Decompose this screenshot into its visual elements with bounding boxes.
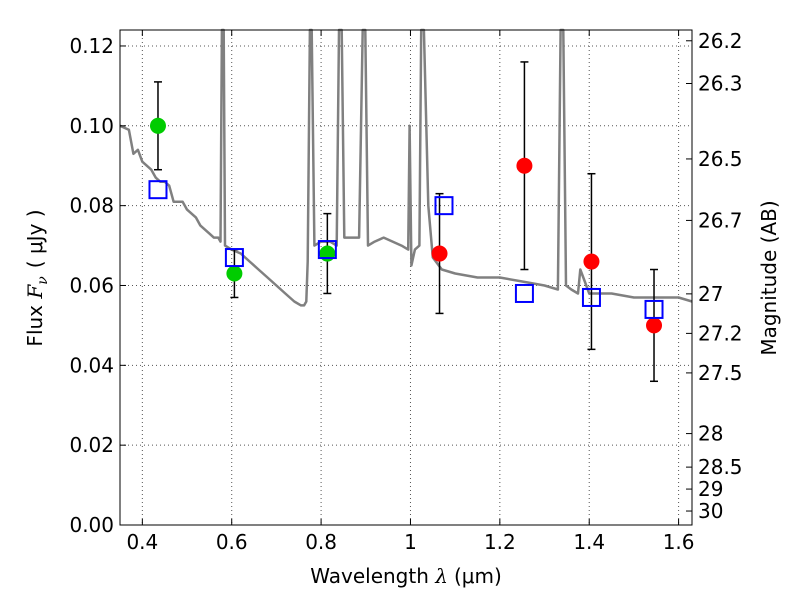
- x-tick-label: 0.8: [305, 530, 337, 554]
- data-markers: [148, 117, 664, 334]
- x-tick-label: 1.4: [573, 530, 605, 554]
- x-axis-label-unit: (μm): [454, 564, 502, 588]
- y-tick-label: 0.08: [69, 194, 114, 218]
- model-point-square: [581, 287, 601, 307]
- data-point-circle: [226, 265, 243, 282]
- plot-frame: [119, 29, 693, 526]
- y2-tick-label: 28: [698, 422, 723, 446]
- y2-tick-label: 27.5: [698, 361, 743, 385]
- grid-lines: [120, 30, 692, 526]
- model-point-square: [224, 248, 244, 268]
- y-axis-label: Flux Fν ( μJy ): [23, 209, 51, 346]
- model-point-square: [317, 240, 337, 260]
- x-axis-label-symbol: λ: [434, 564, 448, 588]
- y2-tick-label: 26.3: [698, 71, 743, 95]
- y2-tick-label: 28.5: [698, 455, 743, 479]
- data-point-circle: [149, 117, 166, 134]
- model-point-square: [434, 196, 454, 216]
- x-tick-label: 1: [404, 530, 417, 554]
- y2-tick-label: 27.2: [698, 321, 743, 345]
- y-axis-label-symbol: F: [23, 284, 47, 300]
- x-tick-label: 1.6: [663, 530, 695, 554]
- x-tick-label: 0.4: [126, 530, 158, 554]
- error-bars: [153, 61, 659, 383]
- model-point-square: [644, 299, 664, 319]
- y-axis-label-unit: ( μJy ): [23, 209, 47, 268]
- y-tick-label: 0.04: [69, 353, 114, 377]
- y2-axis-label: Magnitude (AB): [757, 200, 781, 355]
- y-axis-label-subscript: ν: [35, 276, 51, 285]
- model-spectrum: [119, 28, 693, 307]
- y-tick-label: 0.02: [69, 433, 114, 457]
- y-axis-label-prefix: Flux: [23, 299, 47, 347]
- model-spectrum-line: [119, 28, 693, 307]
- data-point-circle: [583, 253, 600, 270]
- y2-tick-label: 27: [698, 282, 723, 306]
- x-axis-label: Wavelength λ (μm): [310, 564, 502, 588]
- y2-tick-label: 29: [698, 477, 723, 501]
- model-point-square: [514, 283, 534, 303]
- model-point-square: [148, 180, 168, 200]
- y-tick-label: 0.00: [69, 513, 114, 537]
- y2-tick-label: 30: [698, 499, 723, 523]
- y-tick-label: 0.06: [69, 273, 114, 297]
- y2-tick-label: 26.5: [698, 147, 743, 171]
- data-point-circle: [431, 245, 448, 262]
- data-point-circle: [646, 317, 663, 334]
- x-tick-label: 1.2: [484, 530, 516, 554]
- data-point-circle: [516, 157, 533, 174]
- y-tick-label: 0.12: [69, 34, 114, 58]
- x-tick-label: 0.6: [216, 530, 248, 554]
- y-tick-label: 0.10: [69, 114, 114, 138]
- y2-tick-label: 26.2: [698, 29, 743, 53]
- x-axis-label-prefix: Wavelength: [310, 564, 435, 588]
- y2-tick-label: 26.7: [698, 208, 743, 232]
- axis-ticks: 0.4 0.6 0.8 1 1.2 1.4 1.6 0.00 0.02 0.04 0.06 0.08 0…: [69, 29, 742, 554]
